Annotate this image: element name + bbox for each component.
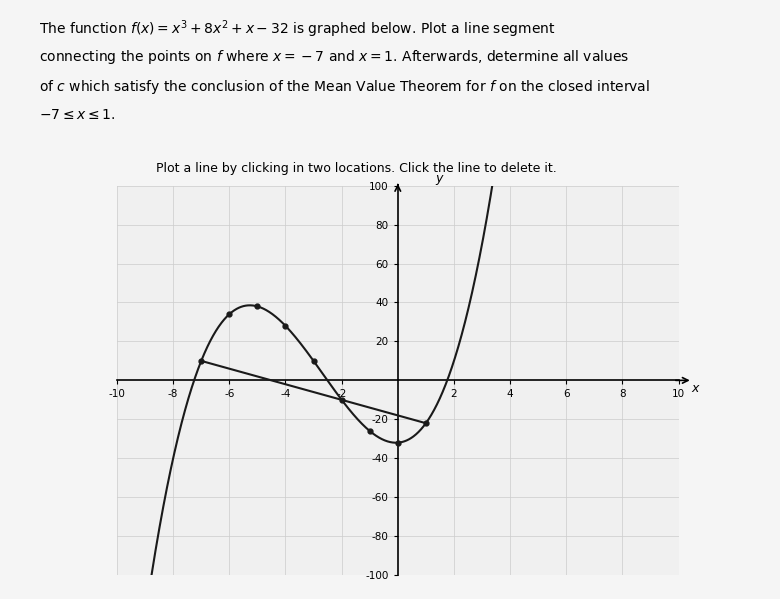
Text: $y$: $y$	[435, 173, 445, 187]
Text: of $c$ which satisfy the conclusion of the Mean Value Theorem for $f$ on the clo: of $c$ which satisfy the conclusion of t…	[39, 78, 650, 96]
Text: $x$: $x$	[690, 382, 700, 395]
Text: $-7 \leq x \leq 1$.: $-7 \leq x \leq 1$.	[39, 108, 115, 122]
Text: The function $f(x) = x^3 + 8x^2 + x - 32$ is graphed below. Plot a line segment: The function $f(x) = x^3 + 8x^2 + x - 32…	[39, 18, 555, 40]
Text: Plot a line by clicking in two locations. Click the line to delete it.: Plot a line by clicking in two locations…	[156, 162, 557, 175]
Text: connecting the points on $f$ where $x = -7$ and $x = 1$. Afterwards, determine a: connecting the points on $f$ where $x = …	[39, 48, 629, 66]
